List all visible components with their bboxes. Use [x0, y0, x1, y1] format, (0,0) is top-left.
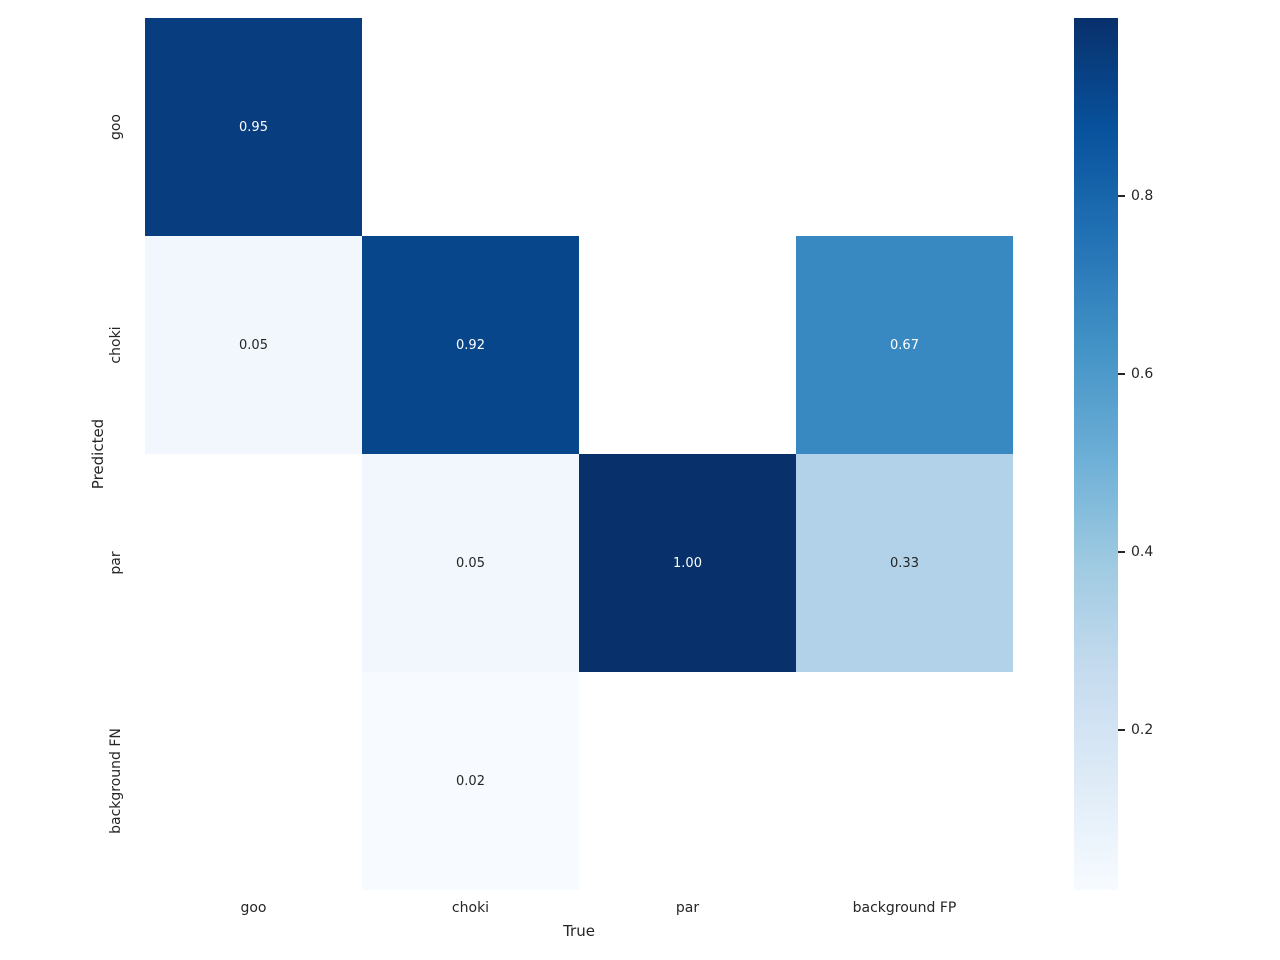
cell-value: 0.05 [456, 555, 485, 571]
colorbar-tick-mark [1118, 194, 1125, 197]
heatmap-cell: 0.95 [145, 18, 362, 236]
colorbar-tick-mark [1118, 728, 1125, 731]
heatmap-cell: 0.05 [145, 236, 362, 454]
heatmap-cell [579, 672, 796, 890]
heatmap-cell [145, 672, 362, 890]
heatmap-cell: 1.00 [579, 454, 796, 672]
y-tick-label: choki [108, 326, 124, 364]
heatmap-grid: 0.95 0.05 0.92 0.67 0.05 1.00 0.33 0.02 [145, 18, 1013, 890]
y-tick-label: background FN [108, 728, 124, 834]
heatmap-cell: 0.33 [796, 454, 1013, 672]
colorbar-tick-mark [1118, 550, 1125, 553]
heatmap-cell: 0.92 [362, 236, 579, 454]
heatmap-cell [579, 236, 796, 454]
y-axis-label: Predicted [89, 418, 107, 490]
colorbar-tick-label: 0.2 [1131, 721, 1154, 738]
colorbar-tick-mark [1118, 372, 1125, 375]
x-axis-label: True [563, 922, 595, 940]
heatmap-cell [796, 18, 1013, 236]
cell-value: 1.00 [673, 555, 702, 571]
x-tick-label: goo [240, 900, 267, 916]
heatmap-cell: 0.05 [362, 454, 579, 672]
colorbar-tick-label: 0.6 [1131, 365, 1154, 382]
x-tick-label: par [675, 900, 700, 916]
heatmap-cell: 0.02 [362, 672, 579, 890]
heatmap-cell [362, 18, 579, 236]
x-tick-label: choki [451, 900, 490, 916]
colorbar-tick-label: 0.8 [1131, 187, 1154, 204]
heatmap-cell [145, 454, 362, 672]
cell-value: 0.33 [890, 555, 919, 571]
heatmap-cell [579, 18, 796, 236]
heatmap-cell: 0.67 [796, 236, 1013, 454]
cell-value: 0.92 [456, 337, 485, 353]
cell-value: 0.05 [239, 337, 268, 353]
colorbar-tick-label: 0.4 [1131, 543, 1154, 560]
y-tick-label: goo [108, 113, 124, 141]
y-tick-label: par [108, 551, 124, 575]
x-tick-label: background FP [852, 900, 957, 916]
heatmap-cell [796, 672, 1013, 890]
colorbar [1074, 18, 1118, 890]
cell-value: 0.67 [890, 337, 919, 353]
cell-value: 0.02 [456, 773, 485, 789]
cell-value: 0.95 [239, 119, 268, 135]
